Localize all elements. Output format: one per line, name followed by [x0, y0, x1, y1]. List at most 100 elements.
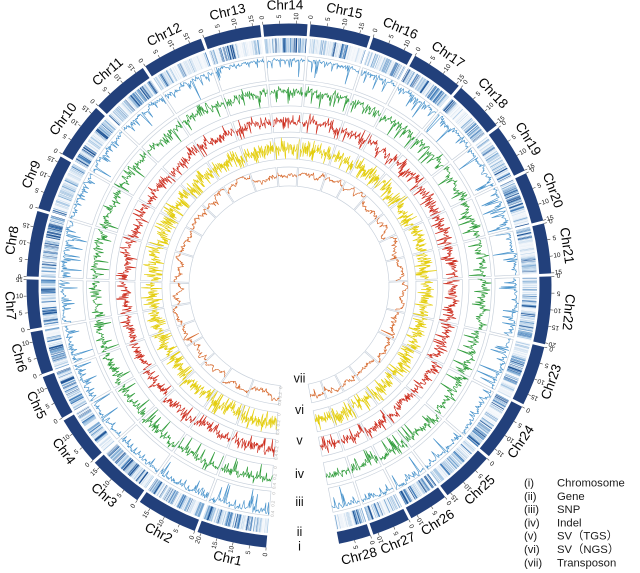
svg-text:(vi): (vi)	[524, 544, 540, 556]
svg-text:15: 15	[127, 62, 137, 72]
svg-text:0.2: 0.2	[276, 419, 282, 426]
svg-text:(iii): (iii)	[524, 504, 539, 516]
svg-text:5: 5	[152, 48, 160, 55]
svg-text:5: 5	[556, 290, 560, 297]
svg-text:5: 5	[552, 235, 557, 243]
svg-text:15: 15	[450, 493, 460, 503]
svg-text:0.4: 0.4	[271, 482, 277, 489]
svg-text:15: 15	[89, 467, 99, 477]
svg-text:Gene: Gene	[557, 491, 585, 503]
svg-text:15: 15	[248, 14, 256, 23]
svg-text:0: 0	[548, 345, 554, 353]
svg-text:0: 0	[89, 97, 97, 105]
svg-text:0: 0	[275, 440, 280, 443]
svg-text:0: 0	[308, 15, 315, 20]
svg-text:0: 0	[52, 146, 59, 154]
svg-text:10: 10	[21, 340, 30, 348]
svg-text:0: 0	[276, 413, 281, 416]
svg-text:15: 15	[456, 73, 466, 83]
svg-text:Chr6: Chr6	[8, 342, 30, 374]
svg-text:0: 0	[273, 465, 278, 468]
svg-text:0: 0	[372, 27, 380, 33]
svg-text:5: 5	[544, 361, 550, 369]
svg-text:15: 15	[46, 153, 56, 163]
svg-text:SV（TGS）: SV（TGS）	[557, 530, 618, 543]
svg-text:5: 5	[475, 90, 483, 98]
svg-text:10: 10	[113, 72, 123, 82]
svg-text:5: 5	[393, 530, 401, 536]
svg-text:0.4: 0.4	[273, 453, 279, 460]
svg-text:0.4: 0.4	[275, 428, 281, 435]
svg-text:0: 0	[198, 28, 206, 34]
svg-text:0: 0	[278, 386, 283, 389]
svg-text:0.2: 0.2	[272, 473, 278, 480]
svg-text:20: 20	[548, 340, 557, 348]
svg-text:5: 5	[325, 17, 333, 22]
svg-text:10: 10	[230, 17, 238, 26]
svg-text:0: 0	[525, 406, 532, 414]
svg-text:10: 10	[36, 386, 46, 395]
svg-text:(ii): (ii)	[524, 491, 537, 503]
svg-text:10: 10	[293, 12, 300, 20]
svg-text:15: 15	[555, 269, 563, 276]
svg-text:0: 0	[415, 46, 423, 53]
svg-text:5: 5	[214, 23, 222, 29]
svg-text:(i): (i)	[524, 478, 534, 490]
svg-text:0: 0	[53, 418, 60, 426]
svg-text:iii: iii	[295, 495, 303, 509]
svg-text:10: 10	[518, 147, 528, 157]
svg-text:(vii): (vii)	[524, 557, 542, 569]
svg-text:i: i	[298, 540, 301, 554]
svg-text:Chr22: Chr22	[560, 293, 578, 331]
svg-text:10: 10	[506, 434, 516, 444]
svg-text:15: 15	[526, 162, 536, 172]
svg-text:5: 5	[18, 255, 23, 262]
svg-text:10: 10	[485, 101, 495, 111]
svg-text:Chr15: Chr15	[325, 0, 364, 22]
svg-text:10: 10	[167, 38, 177, 48]
svg-text:5: 5	[245, 550, 253, 555]
svg-text:5: 5	[45, 403, 52, 411]
svg-text:10: 10	[61, 433, 71, 443]
svg-text:15: 15	[22, 221, 31, 230]
svg-text:10: 10	[553, 252, 561, 260]
svg-text:0: 0	[32, 373, 38, 381]
svg-text:20: 20	[194, 535, 203, 545]
svg-text:0.2: 0.2	[274, 445, 280, 452]
svg-text:15: 15	[546, 214, 555, 223]
svg-text:5: 5	[536, 182, 542, 190]
svg-text:10: 10	[553, 306, 561, 314]
svg-text:0: 0	[271, 491, 276, 494]
svg-text:5: 5	[61, 131, 68, 139]
svg-text:0: 0	[21, 327, 26, 335]
svg-text:SNP: SNP	[557, 504, 580, 516]
svg-text:Chr8: Chr8	[2, 225, 22, 256]
svg-text:5: 5	[431, 509, 439, 516]
svg-text:0: 0	[548, 218, 554, 226]
svg-text:0: 0	[188, 534, 196, 540]
svg-text:0: 0	[259, 15, 266, 20]
svg-text:(iv): (iv)	[524, 517, 540, 529]
svg-text:Chr14: Chr14	[267, 0, 304, 13]
svg-text:15: 15	[141, 510, 151, 520]
svg-text:5: 5	[73, 448, 80, 456]
svg-text:0: 0	[137, 56, 145, 63]
svg-text:5: 5	[517, 421, 524, 429]
svg-text:0: 0	[489, 459, 497, 467]
svg-text:10: 10	[403, 39, 413, 49]
svg-text:0.2: 0.2	[270, 500, 276, 507]
svg-text:15: 15	[182, 31, 191, 41]
svg-text:15: 15	[551, 323, 560, 331]
svg-text:15: 15	[358, 22, 367, 31]
svg-text:vii: vii	[294, 372, 306, 386]
svg-text:Chr21: Chr21	[557, 226, 577, 264]
svg-text:15: 15	[496, 115, 506, 125]
svg-text:15: 15	[530, 392, 540, 402]
svg-text:15: 15	[81, 103, 91, 113]
svg-text:iv: iv	[295, 467, 305, 481]
svg-text:ii: ii	[297, 525, 303, 539]
svg-text:0: 0	[445, 499, 453, 506]
svg-text:10: 10	[102, 479, 112, 489]
svg-text:5: 5	[34, 186, 40, 194]
svg-text:15: 15	[211, 541, 220, 550]
